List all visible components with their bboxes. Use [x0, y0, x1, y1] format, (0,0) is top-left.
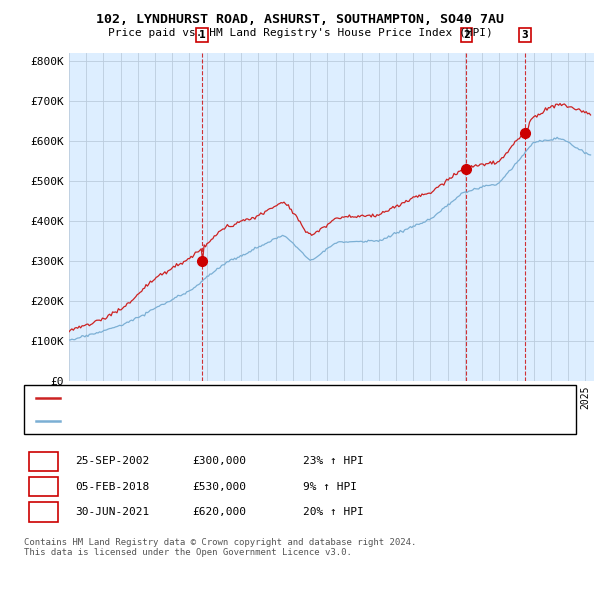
Text: HPI: Average price, detached house, New Forest: HPI: Average price, detached house, New … [64, 415, 334, 425]
Text: 1: 1 [199, 30, 205, 40]
Text: 30-JUN-2021: 30-JUN-2021 [75, 507, 149, 517]
Text: £620,000: £620,000 [192, 507, 246, 517]
Text: 23% ↑ HPI: 23% ↑ HPI [303, 457, 364, 466]
Text: 20% ↑ HPI: 20% ↑ HPI [303, 507, 364, 517]
Text: 3: 3 [522, 30, 529, 40]
Text: 102, LYNDHURST ROAD, ASHURST, SOUTHAMPTON, SO40 7AU (detached house): 102, LYNDHURST ROAD, ASHURST, SOUTHAMPTO… [64, 394, 463, 404]
Text: £530,000: £530,000 [192, 482, 246, 491]
Text: 9% ↑ HPI: 9% ↑ HPI [303, 482, 357, 491]
Text: 2: 2 [463, 30, 470, 40]
Text: 1: 1 [40, 457, 47, 466]
Text: 25-SEP-2002: 25-SEP-2002 [75, 457, 149, 466]
Text: Contains HM Land Registry data © Crown copyright and database right 2024.
This d: Contains HM Land Registry data © Crown c… [24, 538, 416, 558]
Text: 3: 3 [40, 507, 47, 517]
Text: 102, LYNDHURST ROAD, ASHURST, SOUTHAMPTON, SO40 7AU: 102, LYNDHURST ROAD, ASHURST, SOUTHAMPTO… [96, 13, 504, 26]
Text: 05-FEB-2018: 05-FEB-2018 [75, 482, 149, 491]
Text: Price paid vs. HM Land Registry's House Price Index (HPI): Price paid vs. HM Land Registry's House … [107, 28, 493, 38]
Text: 2: 2 [40, 482, 47, 491]
Text: £300,000: £300,000 [192, 457, 246, 466]
